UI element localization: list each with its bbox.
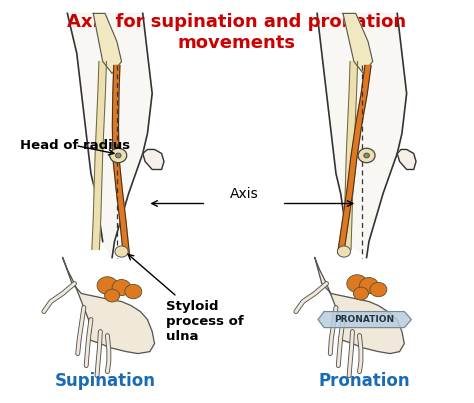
Circle shape [115, 246, 128, 257]
Polygon shape [343, 13, 373, 73]
Polygon shape [120, 222, 129, 253]
Polygon shape [113, 65, 120, 93]
Polygon shape [345, 185, 353, 218]
Circle shape [337, 246, 351, 257]
Circle shape [354, 287, 368, 300]
Polygon shape [93, 185, 102, 218]
Circle shape [97, 277, 118, 294]
Polygon shape [344, 218, 352, 249]
Polygon shape [67, 13, 152, 258]
Text: Pronation: Pronation [319, 372, 410, 390]
Polygon shape [348, 89, 357, 121]
Text: Head of radius: Head of radius [20, 139, 130, 155]
Polygon shape [112, 93, 119, 125]
Polygon shape [351, 125, 362, 158]
Polygon shape [113, 158, 122, 189]
Circle shape [370, 283, 387, 297]
Polygon shape [347, 158, 357, 189]
Polygon shape [397, 150, 416, 170]
Polygon shape [349, 61, 357, 89]
Text: Supination: Supination [55, 372, 155, 390]
Text: Styloid
process of
ulna: Styloid process of ulna [128, 254, 244, 343]
Polygon shape [342, 189, 353, 222]
Circle shape [110, 148, 127, 163]
Polygon shape [356, 93, 367, 125]
Circle shape [112, 280, 131, 295]
Polygon shape [346, 154, 354, 185]
Polygon shape [63, 258, 155, 353]
Polygon shape [315, 258, 404, 353]
Circle shape [116, 153, 121, 158]
Circle shape [358, 148, 375, 163]
Polygon shape [97, 89, 106, 121]
Polygon shape [95, 121, 104, 154]
Polygon shape [112, 125, 119, 158]
Polygon shape [92, 218, 101, 249]
Text: Axis: Axis [230, 187, 258, 201]
Polygon shape [116, 189, 126, 222]
Circle shape [347, 275, 367, 292]
Circle shape [105, 289, 119, 302]
Polygon shape [346, 121, 356, 154]
Polygon shape [361, 65, 371, 93]
Polygon shape [98, 61, 107, 89]
Polygon shape [94, 154, 103, 185]
Polygon shape [337, 222, 348, 253]
Polygon shape [93, 13, 121, 73]
Polygon shape [317, 13, 407, 258]
Polygon shape [143, 150, 164, 170]
Circle shape [125, 285, 142, 299]
Text: Axis for supination and pronation
movements: Axis for supination and pronation moveme… [67, 13, 407, 52]
Circle shape [364, 153, 369, 158]
Text: PRONATION: PRONATION [334, 315, 394, 324]
Polygon shape [318, 312, 411, 328]
Circle shape [359, 278, 378, 293]
